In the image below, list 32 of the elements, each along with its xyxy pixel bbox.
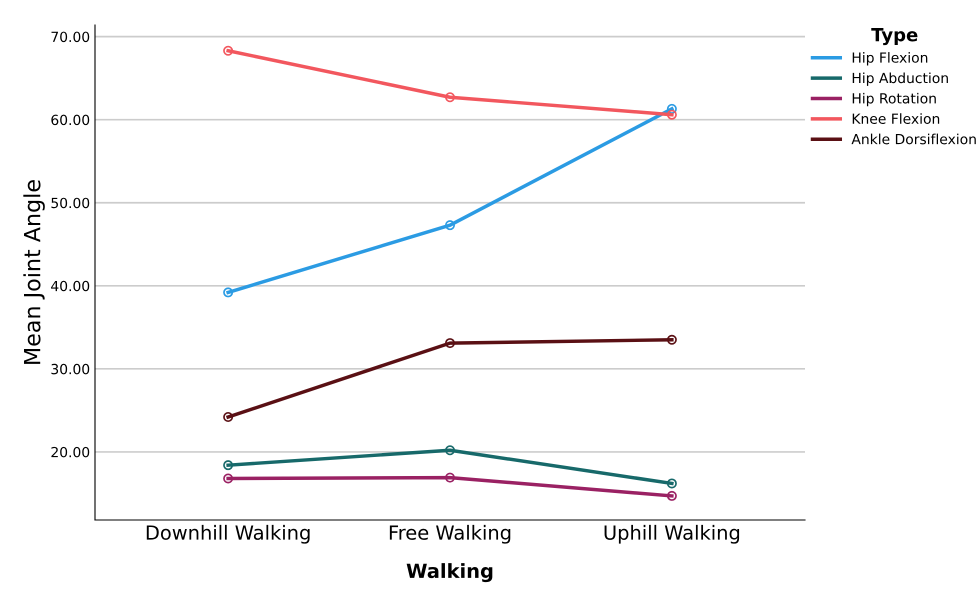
y-tick-label: 50.00	[51, 198, 90, 208]
legend-label: Knee Flexion	[852, 113, 940, 124]
x-tick-label: Uphill Walking	[604, 524, 740, 544]
x-tick-label: Downhill Walking	[146, 524, 310, 544]
x-tick-label: Free Walking	[390, 524, 510, 544]
y-tick-label: 60.00	[51, 114, 90, 126]
point	[223, 46, 234, 56]
legend-title: Type	[871, 28, 918, 46]
legend-label: Hip Rotation	[852, 92, 936, 106]
y-tick-label: 30.00	[51, 364, 90, 374]
point	[666, 334, 677, 345]
point	[666, 478, 677, 488]
y-tick-label: 40.00	[51, 280, 90, 292]
point	[223, 412, 234, 422]
point	[666, 110, 677, 120]
legend-label: Hip Flexion	[852, 52, 928, 66]
point	[445, 445, 455, 456]
y-axis-title: Mean Joint Angle	[23, 180, 45, 364]
y-tick-label: 70.00	[52, 32, 90, 42]
point	[223, 473, 234, 484]
point	[666, 490, 677, 501]
point	[445, 92, 455, 102]
point	[445, 220, 455, 230]
legend-label: Ankle Dorsiflexion	[851, 134, 976, 144]
point	[666, 104, 677, 114]
point	[223, 460, 234, 470]
point	[445, 338, 455, 348]
legend-label: Hip Abduction	[852, 72, 948, 86]
point	[223, 287, 234, 298]
x-axis-title: Walking	[406, 563, 492, 582]
y-tick-label: 20.00	[51, 446, 90, 458]
point	[445, 472, 455, 483]
